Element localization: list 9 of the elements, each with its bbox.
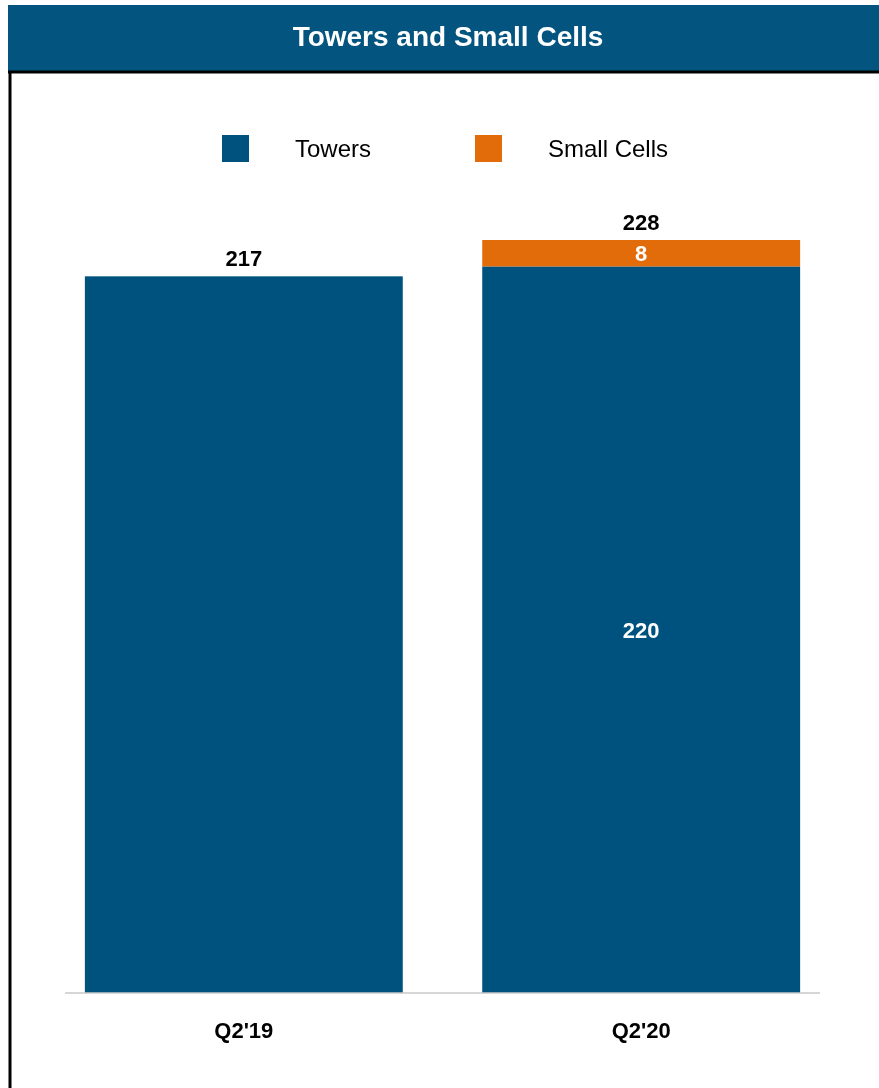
- legend-label: Towers: [295, 135, 372, 162]
- total-label: 217: [225, 246, 263, 272]
- data-label: 220: [622, 617, 660, 643]
- x-tick-label: Q2'20: [611, 1018, 671, 1043]
- total-label: 228: [622, 210, 660, 235]
- data-label: 8: [635, 241, 648, 267]
- chart-title: Towers and Small Cells: [292, 21, 604, 52]
- x-tick-label: Q2'19: [214, 1018, 274, 1043]
- legend-label: Small Cells: [548, 135, 669, 162]
